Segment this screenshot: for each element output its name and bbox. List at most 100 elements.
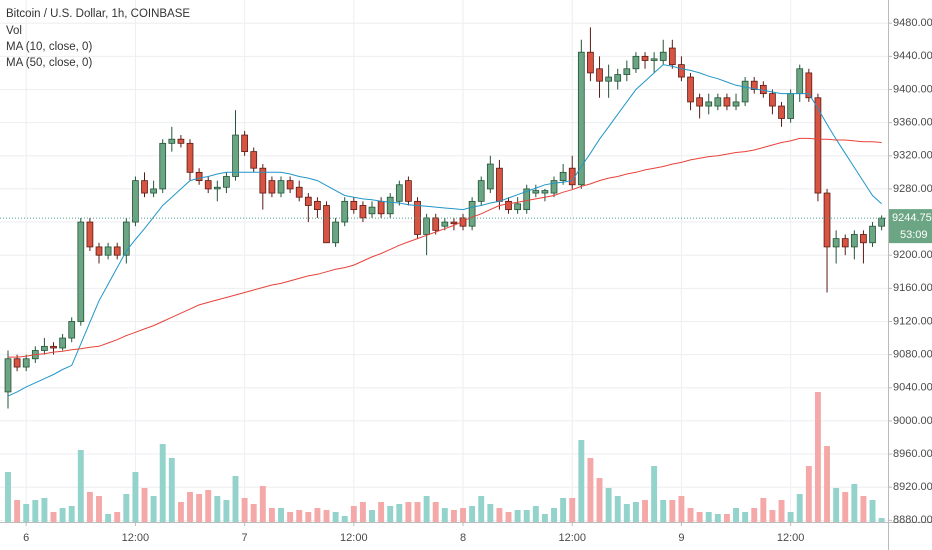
volume-bar: [450, 510, 457, 522]
volume-bar: [123, 494, 130, 522]
candle-body: [377, 200, 385, 215]
volume-bar: [296, 510, 303, 522]
volume-bar: [596, 478, 603, 522]
volume-bar: [41, 498, 48, 522]
candle-body: [477, 180, 485, 202]
candle-body: [59, 337, 66, 349]
candle-body: [850, 234, 858, 248]
volume-bar: [305, 512, 312, 522]
volume-bar: [487, 504, 494, 522]
candle-body: [77, 221, 85, 322]
volume-bar: [833, 488, 840, 522]
volume-bar: [505, 512, 512, 522]
volume-bar: [669, 500, 676, 522]
volume-bar: [5, 472, 11, 522]
volume-bar: [569, 498, 576, 522]
volume-bar: [878, 518, 885, 522]
volume-bar: [560, 498, 567, 522]
volume-bar: [259, 486, 266, 522]
volume-bar: [287, 512, 294, 522]
candle-body: [514, 203, 521, 211]
candle-body: [705, 101, 713, 107]
x-tick-label: 12:00: [777, 532, 805, 544]
volume-bar: [378, 502, 385, 522]
volume-bar: [787, 512, 794, 522]
volume-bar: [77, 450, 84, 522]
y-tick-label: 9360.00: [893, 117, 932, 129]
y-tick-label: 9400.00: [893, 83, 932, 95]
legend-ma10: MA (10, close, 0): [6, 41, 92, 53]
candle-body: [4, 358, 12, 393]
candle-body: [241, 134, 248, 153]
volume-bar: [523, 510, 530, 522]
candle-body: [332, 221, 339, 244]
volume-bar: [250, 504, 257, 522]
candle-body: [95, 246, 103, 256]
candle-body: [68, 321, 76, 339]
volume-bar: [341, 516, 348, 522]
candle-body: [122, 221, 130, 256]
candle-body: [132, 180, 139, 223]
candle-body: [150, 188, 157, 194]
candle-body: [714, 97, 722, 107]
volume-bar: [105, 514, 112, 522]
candle-body: [468, 200, 476, 227]
candle-body: [596, 68, 603, 82]
volume-bar: [851, 484, 858, 522]
y-tick-label: 9160.00: [893, 282, 932, 294]
volume-bar: [114, 512, 121, 522]
legend-vol: Vol: [6, 25, 22, 37]
y-tick-label: 9320.00: [893, 150, 932, 162]
candle-body: [159, 142, 167, 190]
candle-body: [550, 180, 558, 194]
volume-bar: [824, 446, 830, 522]
candle-body: [486, 163, 494, 190]
volume-bar: [350, 506, 357, 522]
volume-bar: [387, 506, 394, 522]
candle-body: [350, 200, 358, 211]
x-tick-label: 8: [460, 532, 466, 544]
volume-bar: [278, 508, 284, 522]
candle-body: [359, 205, 367, 219]
candle-body: [168, 138, 176, 144]
volume-bar: [369, 510, 375, 522]
volume-bar: [532, 506, 539, 522]
volume-bar: [660, 500, 667, 522]
volume-bar: [814, 392, 821, 522]
volume-bar: [696, 512, 703, 522]
volume-bar: [614, 496, 621, 522]
volume-bar: [86, 492, 93, 522]
candle-body: [432, 217, 440, 231]
candle-body: [523, 188, 531, 211]
candle-body: [268, 180, 276, 194]
y-tick-label: 8960.00: [893, 448, 932, 460]
volume-bar: [742, 512, 749, 522]
candle-body: [250, 151, 258, 169]
candle-body: [878, 217, 885, 227]
candle-body: [723, 97, 731, 107]
candle-body: [113, 246, 121, 256]
volume-bar: [805, 466, 812, 522]
volume-bar: [769, 510, 776, 522]
volume-bar: [587, 458, 594, 522]
volume-bar: [14, 500, 21, 522]
volume-bar: [578, 440, 585, 522]
candle-body: [41, 345, 48, 351]
volume-bar: [714, 514, 721, 522]
candle-body: [632, 55, 640, 70]
volume-bar: [50, 512, 57, 522]
volume-bar: [423, 496, 430, 522]
ma-line: [8, 137, 882, 358]
volume-bar: [168, 458, 175, 522]
candle-body: [204, 180, 212, 190]
candle-body: [86, 221, 94, 248]
candle-body: [496, 167, 503, 202]
candle-body: [314, 200, 321, 211]
candle-body: [259, 167, 267, 194]
x-tick-label: 12:00: [122, 532, 150, 544]
volume-bar: [496, 508, 503, 522]
candle-body: [577, 51, 585, 186]
y-tick-label: 9440.00: [893, 50, 932, 62]
candle-body: [559, 171, 567, 182]
